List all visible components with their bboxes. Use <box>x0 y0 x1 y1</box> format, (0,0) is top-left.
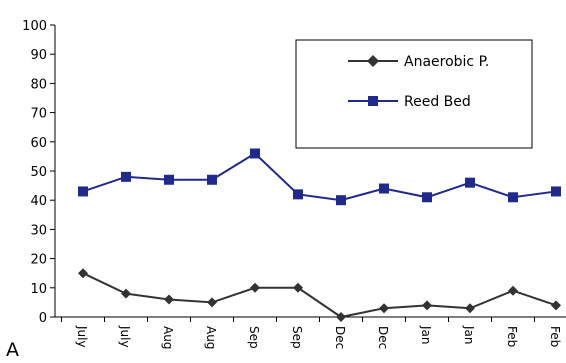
x-tick-label: Dec <box>333 326 347 349</box>
data-point <box>379 183 389 194</box>
data-point <box>465 303 475 314</box>
data-point <box>121 288 131 299</box>
series-line-0 <box>82 272 557 319</box>
data-point <box>293 189 303 200</box>
x-tick-label: July <box>118 325 132 348</box>
data-point <box>336 195 346 206</box>
panel-label: A <box>6 339 19 361</box>
y-tick-label: 20 <box>30 253 47 268</box>
legend-label-reed-bed: Reed Bed <box>404 94 471 110</box>
data-point <box>293 282 303 293</box>
data-point <box>336 312 346 322</box>
legend-marker-anaerobic <box>367 55 379 67</box>
series-layer <box>78 148 561 322</box>
y-tick-label: 50 <box>30 165 47 180</box>
data-point <box>551 186 561 197</box>
x-tick-label: July <box>75 325 89 348</box>
data-point <box>250 148 260 159</box>
series-1 <box>78 148 561 206</box>
legend-box <box>295 39 533 149</box>
x-tick-label: Dec <box>376 326 390 349</box>
data-point <box>164 294 174 305</box>
data-point <box>121 171 131 182</box>
data-point <box>508 192 518 203</box>
y-tick-label: 0 <box>39 311 47 326</box>
y-tick-label: 100 <box>22 19 47 34</box>
data-point <box>422 192 432 203</box>
y-tick-label: 60 <box>30 136 47 151</box>
data-point <box>422 300 432 311</box>
y-tick-label: 30 <box>30 223 47 238</box>
y-tick-label: 80 <box>30 77 47 92</box>
series-0 <box>78 268 561 322</box>
series-line-1 <box>82 152 557 202</box>
data-point <box>164 174 174 185</box>
data-point <box>379 303 389 314</box>
x-tick-label: Jan <box>462 325 476 345</box>
y-tick-label: 40 <box>30 194 47 209</box>
legend-marker-reed-bed <box>368 96 378 106</box>
x-tick-label: Jan <box>419 325 433 345</box>
x-tick-label: Aug <box>161 326 175 349</box>
data-point <box>78 268 88 279</box>
data-point <box>508 285 518 296</box>
x-tick-label: Feb <box>548 326 562 347</box>
y-tick-label: 70 <box>30 107 47 122</box>
y-tick-label: 10 <box>30 282 47 297</box>
legend-label-anaerobic: Anaerobic P. <box>404 54 489 70</box>
x-tick-label: Sep <box>247 326 261 349</box>
data-point <box>551 300 561 311</box>
x-tick-label: Feb <box>505 326 519 347</box>
data-point <box>207 297 217 308</box>
legend-item-reed-bed: Reed Bed <box>348 94 471 110</box>
x-tick-label: Sep <box>290 326 304 349</box>
x-axis-ticks: July July Aug Aug Sep Sep Dec Dec Jan Jan Feb Feb <box>61 317 562 349</box>
data-point <box>465 177 475 188</box>
data-point <box>250 282 260 293</box>
y-tick-label: 90 <box>30 48 47 63</box>
x-tick-label: Aug <box>204 326 218 349</box>
legend: Anaerobic P. Reed Bed <box>295 39 533 149</box>
data-point <box>78 186 88 197</box>
y-axis-ticks: 0 10 20 30 40 50 60 70 80 90 100 <box>22 19 55 326</box>
legend-item-anaerobic: Anaerobic P. <box>348 54 489 70</box>
data-point <box>207 174 217 185</box>
